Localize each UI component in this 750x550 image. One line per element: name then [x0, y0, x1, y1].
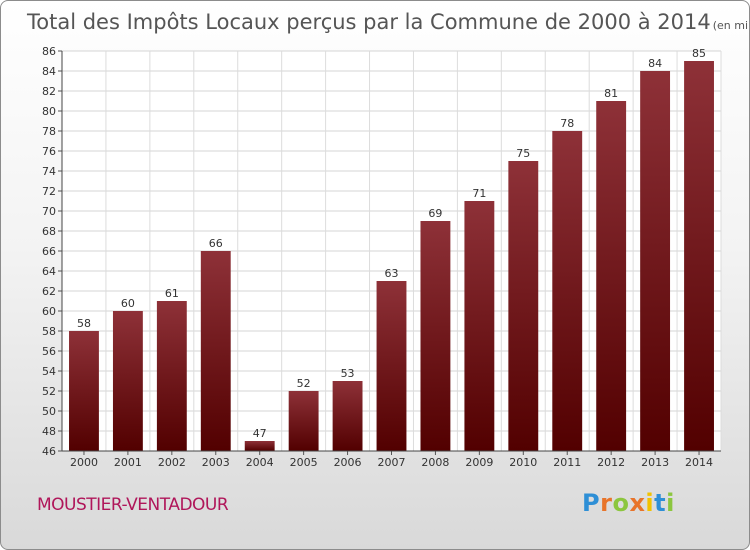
- y-tick-label: 54: [42, 365, 56, 378]
- x-tick-label: 2013: [641, 456, 669, 469]
- x-tick-label: 2010: [509, 456, 537, 469]
- y-tick-label: 76: [42, 145, 56, 158]
- x-tick-label: 2014: [685, 456, 713, 469]
- bar-2012: [596, 101, 627, 451]
- y-tick-label: 66: [42, 245, 56, 258]
- bars: [69, 61, 714, 451]
- bar-2011: [552, 131, 583, 451]
- logo-letter: P: [582, 489, 601, 517]
- data-label: 75: [516, 147, 530, 160]
- y-tick-label: 72: [42, 185, 56, 198]
- x-tick-label: 2005: [290, 456, 318, 469]
- data-label: 69: [428, 207, 442, 220]
- x-tick-label: 2003: [202, 456, 230, 469]
- y-tick-label: 52: [42, 385, 56, 398]
- bar-2006: [332, 381, 363, 451]
- data-label: 78: [560, 117, 574, 130]
- y-tick-label: 60: [42, 305, 56, 318]
- y-tick-label: 62: [42, 285, 56, 298]
- data-label: 84: [648, 57, 662, 70]
- x-tick-label: 2001: [114, 456, 142, 469]
- y-tick-label: 86: [42, 45, 56, 58]
- bar-2003: [200, 251, 231, 451]
- chart-title-main: Total des Impôts Locaux perçus par la Co…: [26, 10, 711, 34]
- chart-title: Total des Impôts Locaux perçus par la Co…: [26, 10, 750, 34]
- x-tick-label: 2009: [465, 456, 493, 469]
- x-tick-label: 2000: [70, 456, 98, 469]
- data-label: 52: [297, 377, 311, 390]
- bar-2002: [156, 301, 187, 451]
- y-tick-label: 84: [42, 65, 56, 78]
- bar-2000: [69, 331, 99, 451]
- logo-letter: o: [612, 489, 630, 517]
- x-tick-label: 2011: [553, 456, 581, 469]
- x-tick-label: 2008: [421, 456, 449, 469]
- data-label: 63: [385, 267, 399, 280]
- data-label: 61: [165, 287, 179, 300]
- y-tick-label: 70: [42, 205, 56, 218]
- data-label: 58: [77, 317, 91, 330]
- logo-letter: r: [600, 489, 613, 517]
- axes: [58, 50, 721, 455]
- bar-2014: [684, 61, 714, 451]
- y-tick-label: 48: [42, 425, 56, 438]
- chart-title-unit: (en milliers d'€): [713, 19, 750, 32]
- x-tick-label: 2006: [334, 456, 362, 469]
- y-tick-label: 50: [42, 405, 56, 418]
- bar-2005: [288, 391, 319, 451]
- bar-2008: [420, 221, 451, 451]
- data-label: 81: [604, 87, 618, 100]
- logo-letter: x: [629, 489, 646, 517]
- y-tick-label: 74: [42, 165, 56, 178]
- data-label: 66: [209, 237, 223, 250]
- logo-letter: i: [645, 489, 655, 517]
- x-tick-label: 2004: [246, 456, 274, 469]
- data-label: 71: [472, 187, 486, 200]
- x-tick-label: 2002: [158, 456, 186, 469]
- bar-2009: [464, 201, 495, 451]
- y-tick-label: 56: [42, 345, 56, 358]
- data-label: 85: [692, 47, 706, 60]
- logo-letter: i: [666, 489, 675, 517]
- x-tick-labels: 2000 2001 2002 2003 2004 2005 2006 2007 2008 2009…: [70, 456, 713, 469]
- x-tick-label: 2007: [378, 456, 406, 469]
- data-label: 53: [341, 367, 355, 380]
- bar-2010: [508, 161, 539, 451]
- data-label: 47: [253, 427, 267, 440]
- data-label: 60: [121, 297, 135, 310]
- y-tick-label: 78: [42, 125, 56, 138]
- y-tick-label: 80: [42, 105, 56, 118]
- commune-name: MOUSTIER-VENTADOUR: [37, 495, 229, 515]
- bar-2004: [244, 441, 275, 451]
- bar-2001: [112, 311, 143, 451]
- bar-2007: [376, 281, 407, 451]
- y-tick-label: 46: [42, 445, 56, 458]
- y-tick-labels: 46 48 50 52 54 56 58 60 62 64 66 68 70 72 74 76 78 80 82 84…: [42, 45, 56, 458]
- logo-letter: t: [654, 489, 667, 517]
- y-tick-label: 58: [42, 325, 56, 338]
- proxiti-logo[interactable]: Proxiti: [582, 489, 675, 517]
- y-tick-label: 68: [42, 225, 56, 238]
- y-tick-label: 82: [42, 85, 56, 98]
- x-tick-label: 2012: [597, 456, 625, 469]
- data-labels: 58 60 61 66 47 52 53 63 69 71 75 78 81 84 85: [77, 47, 706, 440]
- bar-2013: [640, 71, 671, 451]
- y-tick-label: 64: [42, 265, 56, 278]
